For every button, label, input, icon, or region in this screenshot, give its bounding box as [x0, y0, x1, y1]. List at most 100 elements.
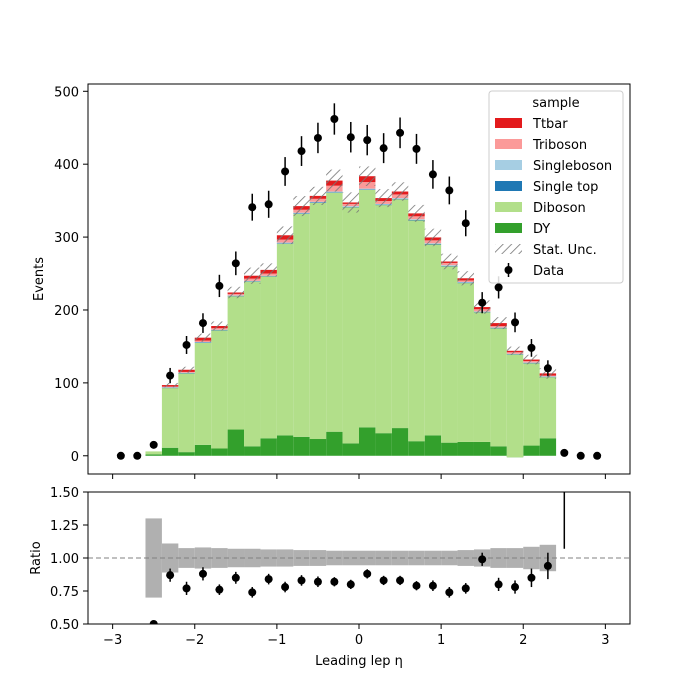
bar-single-top: [178, 373, 195, 374]
data-point: [560, 448, 569, 457]
legend-title: sample: [532, 96, 579, 111]
legend-label: Diboson: [533, 201, 586, 216]
bar-dy: [457, 441, 474, 456]
legend-swatch: [495, 139, 522, 149]
ratio-band-box: [342, 550, 359, 566]
bar-singleboson: [194, 342, 212, 343]
series-dy: [145, 427, 557, 458]
y-tick-label: 1.50: [50, 486, 79, 501]
y-tick-label: 500: [54, 85, 79, 100]
stat-unc-box: [293, 196, 310, 217]
stat-unc-box: [342, 192, 359, 213]
legend-label: Single top: [533, 180, 598, 195]
legend-swatch: [495, 118, 522, 128]
ratio-point: [264, 575, 273, 584]
ratio-x-axis: −3 −2 −1 0 1 2 3: [103, 624, 610, 648]
bar-singleboson: [161, 387, 179, 388]
bar-singleboson: [178, 372, 195, 374]
ratio-point: [379, 576, 388, 585]
stat-unc-box: [326, 169, 343, 192]
bar-dy: [326, 431, 343, 456]
data-point: [527, 343, 536, 352]
bar-singleboson: [359, 188, 376, 190]
x-axis-label: Leading lep η: [315, 654, 403, 669]
stat-unc-box: [276, 226, 294, 245]
y-tick-label: 1.00: [50, 552, 79, 567]
bar-diboson: [227, 296, 245, 430]
bar-dy: [539, 438, 557, 456]
data-point: [379, 144, 388, 153]
ratio-point: [330, 577, 339, 586]
data-point: [346, 133, 355, 142]
ratio-band-box: [309, 550, 327, 566]
bar-dy: [178, 452, 195, 456]
bar-dy: [441, 442, 458, 456]
data-point: [543, 364, 552, 373]
ratio-band-box: [375, 550, 392, 566]
bar-dy: [375, 433, 392, 456]
bar-dy: [473, 441, 491, 456]
data-point: [576, 451, 585, 460]
bar-diboson: [375, 205, 392, 434]
bar-dy: [260, 438, 277, 456]
bar-single-top: [194, 342, 212, 343]
main-y-axis-label: Events: [32, 257, 47, 301]
y-tick-label: 100: [54, 377, 79, 392]
data-point: [149, 440, 158, 449]
bar-diboson: [359, 189, 376, 428]
stat-unc-box: [211, 321, 228, 331]
bar-diboson: [309, 202, 327, 440]
bar-dy: [227, 429, 245, 456]
bar-diboson: [342, 207, 359, 444]
data-point: [313, 133, 322, 142]
y-tick-label: 0: [71, 450, 79, 465]
bar-single-top: [326, 192, 343, 193]
data-point: [593, 451, 602, 460]
stat-unc-box: [523, 354, 540, 365]
bar-singleboson: [326, 191, 343, 193]
data-point: [182, 340, 191, 349]
bar-diboson: [506, 354, 524, 458]
data-points: [116, 103, 602, 460]
bar-diboson: [391, 199, 409, 429]
data-point: [281, 167, 290, 176]
data-point: [511, 318, 520, 327]
stat-unc-box: [490, 317, 507, 330]
bar-dy: [293, 436, 310, 456]
legend-label: Stat. Unc.: [533, 243, 597, 258]
ratio-point: [215, 585, 224, 594]
stat-unc-box: [424, 228, 442, 247]
x-tick-label: −3: [103, 633, 122, 648]
y-tick-label: 300: [54, 231, 79, 246]
bar-dy: [244, 446, 261, 456]
legend-item: Ttbar: [495, 117, 568, 132]
stat-unc-box: [227, 286, 245, 299]
legend-item: Diboson: [495, 201, 586, 216]
y-tick-label: 0.50: [50, 618, 79, 633]
bar-diboson: [457, 283, 474, 442]
y-tick-label: 400: [54, 158, 79, 173]
main-x-axis: [112, 474, 606, 479]
bar-dy: [276, 435, 294, 456]
main-y-axis: 0 100 200 300 400 500: [54, 85, 88, 465]
main-plot-area: [116, 103, 602, 460]
ratio-points: [149, 492, 566, 624]
ratio-point: [182, 584, 191, 593]
legend-label: Data: [533, 264, 564, 279]
x-tick-label: −2: [185, 633, 204, 648]
stat-unc-box: [161, 382, 179, 388]
x-tick-label: 3: [601, 633, 609, 648]
data-point: [133, 451, 142, 460]
ratio-band-box: [293, 550, 310, 566]
ratio-point: [461, 584, 470, 593]
data-point: [494, 283, 503, 292]
data-point: [297, 147, 306, 156]
stat-unc-box: [244, 267, 261, 284]
ratio-point: [494, 580, 503, 589]
stat-unc-box: [457, 271, 474, 286]
data-point: [198, 319, 207, 328]
bar-dy: [391, 428, 409, 456]
data-point: [330, 114, 339, 123]
legend-label: Singleboson: [533, 159, 612, 174]
